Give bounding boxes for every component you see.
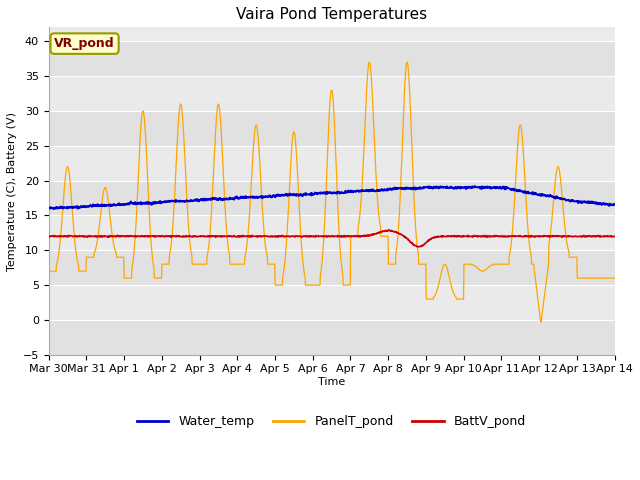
Legend: Water_temp, PanelT_pond, BattV_pond: Water_temp, PanelT_pond, BattV_pond — [132, 410, 531, 433]
Bar — [49, 180, 614, 216]
Bar — [49, 111, 614, 146]
Bar — [49, 76, 614, 111]
Bar — [49, 285, 614, 320]
Bar — [49, 146, 614, 180]
Bar — [49, 216, 614, 250]
Bar — [49, 320, 614, 355]
Title: Vaira Pond Temperatures: Vaira Pond Temperatures — [236, 7, 427, 22]
Y-axis label: Temperature (C), Battery (V): Temperature (C), Battery (V) — [7, 111, 17, 271]
X-axis label: Time: Time — [318, 377, 345, 387]
Bar — [49, 250, 614, 285]
Bar — [49, 41, 614, 76]
Text: VR_pond: VR_pond — [54, 37, 115, 50]
